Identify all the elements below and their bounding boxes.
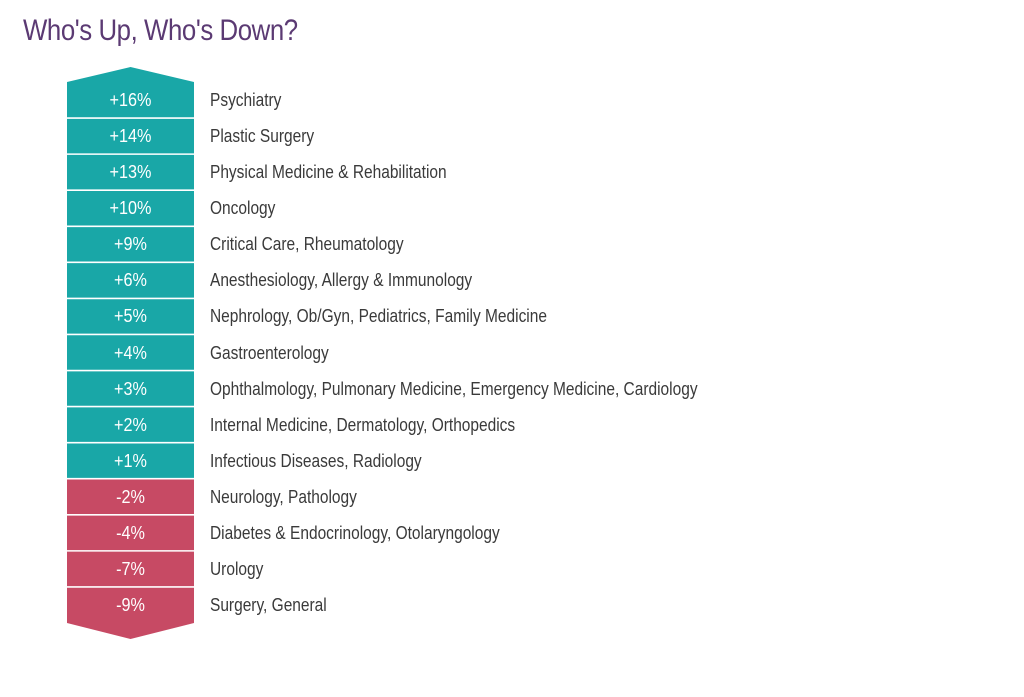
- row-label: Plastic Surgery: [210, 126, 315, 147]
- row-value: +3%: [114, 378, 147, 399]
- row-value: +4%: [114, 342, 147, 363]
- segment-down: [67, 514, 194, 551]
- row-value: -2%: [116, 486, 145, 507]
- row-value: -9%: [116, 594, 145, 615]
- row-label: Diabetes & Endocrinology, Otolaryngology: [210, 522, 500, 543]
- row-value: +14%: [109, 126, 152, 147]
- row-label: Gastroenterology: [210, 342, 329, 363]
- row-label: Oncology: [210, 198, 276, 219]
- row-value: -4%: [116, 522, 145, 543]
- segment-down: [67, 478, 194, 515]
- row-value: +1%: [114, 450, 147, 471]
- segment-up: [67, 154, 194, 191]
- row-label: Physical Medicine & Rehabilitation: [210, 162, 447, 183]
- segment-up: [67, 118, 194, 155]
- row-value: +13%: [109, 162, 152, 183]
- row-label: Infectious Diseases, Radiology: [210, 450, 422, 471]
- row-label: Surgery, General: [210, 594, 327, 615]
- segment-up: [67, 370, 194, 407]
- row-value: +6%: [114, 270, 147, 291]
- segment-up: [67, 298, 194, 335]
- row-value: +10%: [109, 198, 152, 219]
- row-label: Critical Care, Rheumatology: [210, 234, 404, 255]
- row-value: +5%: [114, 306, 147, 327]
- row-label: Ophthalmology, Pulmonary Medicine, Emerg…: [210, 378, 698, 399]
- segment-down: [67, 586, 194, 639]
- row-label: Neurology, Pathology: [210, 486, 357, 507]
- row-label: Psychiatry: [210, 90, 282, 111]
- row-value: +2%: [114, 414, 147, 435]
- row-value: +9%: [114, 234, 147, 255]
- row-value: +16%: [109, 90, 152, 111]
- segment-up: [67, 406, 194, 443]
- segment-up: [67, 442, 194, 479]
- segment-up: [67, 262, 194, 299]
- row-label: Internal Medicine, Dermatology, Orthoped…: [210, 414, 516, 435]
- segment-up: [67, 226, 194, 263]
- row-label: Nephrology, Ob/Gyn, Pediatrics, Family M…: [210, 306, 547, 327]
- row-label: Urology: [210, 558, 264, 579]
- segment-up: [67, 67, 194, 119]
- row-label: Anesthesiology, Allergy & Immunology: [210, 270, 473, 291]
- chart-title: Who's Up, Who's Down?: [23, 14, 298, 47]
- segment-down: [67, 550, 194, 587]
- segment-up: [67, 334, 194, 371]
- segment-up: [67, 190, 194, 227]
- row-value: -7%: [116, 558, 145, 579]
